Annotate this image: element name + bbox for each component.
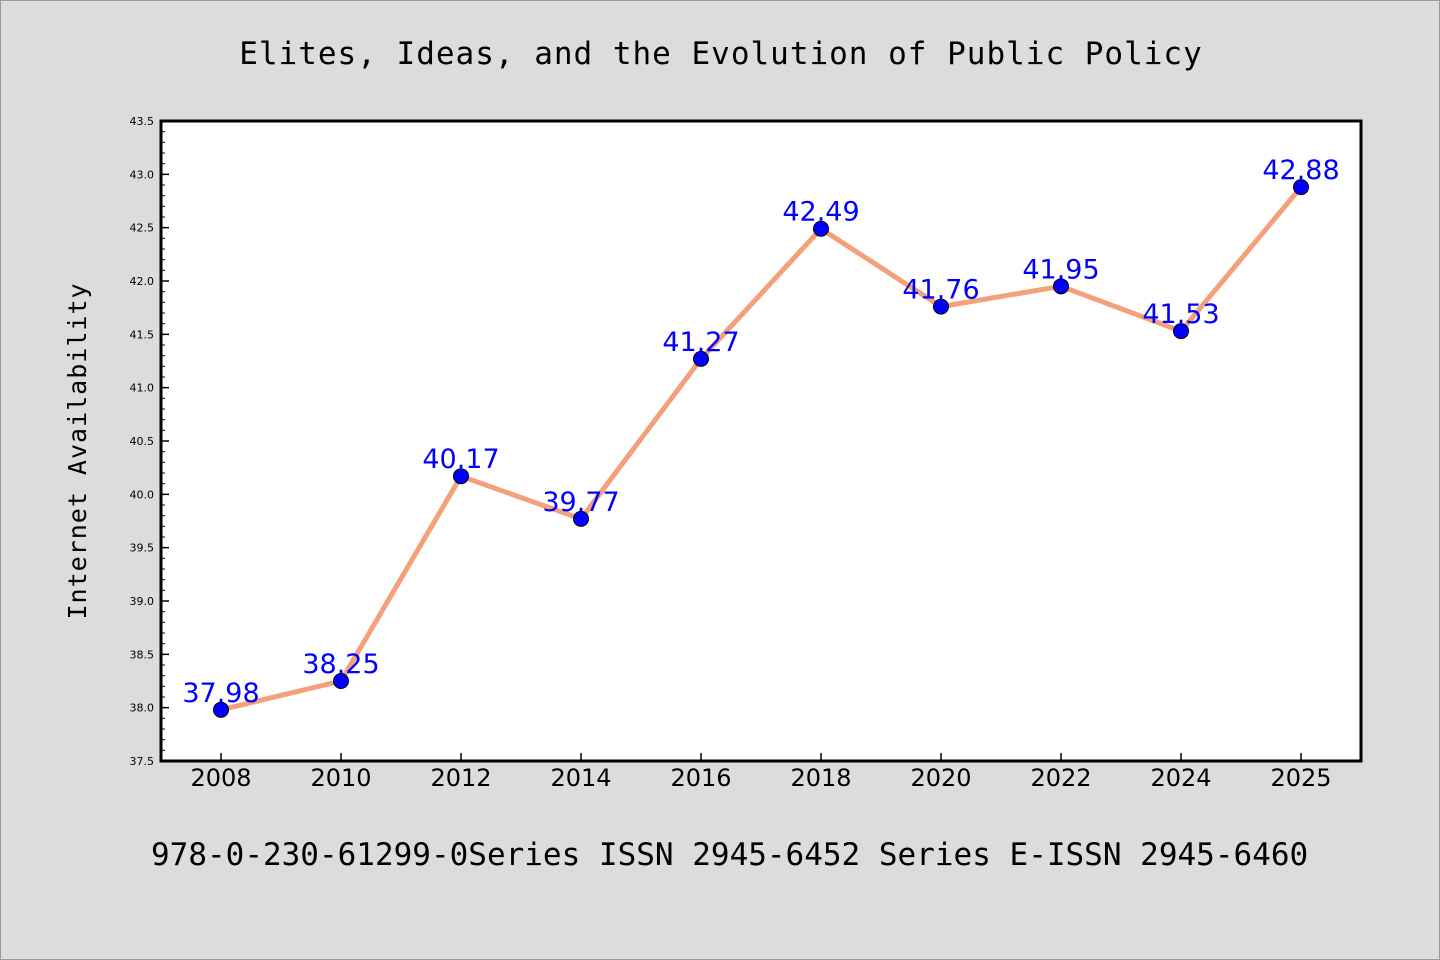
chart-title: Elites, Ideas, and the Evolution of Publ… bbox=[239, 36, 1203, 72]
data-point bbox=[933, 298, 949, 315]
x-tick-label: 2012 bbox=[430, 764, 491, 792]
data-point bbox=[213, 701, 229, 718]
x-tick-label: 2020 bbox=[910, 764, 971, 792]
data-point bbox=[693, 350, 709, 367]
data-point bbox=[1173, 323, 1189, 340]
y-tick-label: 37.5 bbox=[130, 755, 155, 768]
data-label: 42.49 bbox=[782, 197, 859, 228]
y-tick-label: 38.5 bbox=[130, 648, 155, 661]
data-point bbox=[453, 468, 469, 485]
data-point bbox=[813, 220, 829, 237]
x-tick-label: 2016 bbox=[670, 764, 731, 792]
x-tick-label: 2010 bbox=[310, 764, 371, 792]
data-point bbox=[573, 510, 589, 527]
y-axis: 37.5 38.0 38.5 39.0 39.5 40.0 40.5 41.0 41.5 42.0… bbox=[130, 115, 169, 768]
y-tick-label: 40.0 bbox=[130, 488, 155, 501]
y-tick-label: 38.0 bbox=[130, 702, 155, 715]
plot-area bbox=[159, 119, 1363, 763]
y-tick-label: 39.5 bbox=[130, 542, 155, 555]
series-layer bbox=[213, 179, 1309, 718]
x-tick-label: 2008 bbox=[190, 764, 251, 792]
data-label: 37.98 bbox=[182, 678, 259, 709]
x-tick-label: 2025 bbox=[1270, 764, 1331, 792]
data-label: 39.77 bbox=[542, 487, 619, 518]
data-label: 41.76 bbox=[902, 275, 979, 306]
y-tick-label: 39.0 bbox=[130, 595, 155, 608]
data-label: 41.95 bbox=[1022, 254, 1099, 285]
data-label: 41.53 bbox=[1142, 299, 1219, 330]
data-label: 38.25 bbox=[302, 649, 379, 680]
data-label: 41.27 bbox=[662, 327, 739, 358]
data-label: 40.17 bbox=[422, 444, 499, 475]
x-tick-label: 2022 bbox=[1030, 764, 1091, 792]
data-label-layer: 37.98 38.25 40.17 39.77 41.27 42.49 41.76 41.95… bbox=[182, 155, 1339, 709]
data-point bbox=[333, 673, 349, 689]
y-axis-label: Internet Availability bbox=[63, 282, 92, 619]
y-tick-label: 43.5 bbox=[130, 115, 155, 128]
data-point bbox=[1053, 278, 1069, 295]
x-tick-label: 2018 bbox=[790, 764, 851, 792]
x-tick-label: 2014 bbox=[550, 764, 611, 792]
y-tick-label: 40.5 bbox=[130, 435, 155, 448]
series-line bbox=[218, 184, 1304, 713]
y-tick-label: 42.0 bbox=[130, 275, 155, 288]
footer-isbn-text: 978-0-230-61299-0Series ISSN 2945-6452 S… bbox=[151, 837, 1308, 873]
x-tick-label: 2024 bbox=[1150, 764, 1211, 792]
y-tick-label: 43.0 bbox=[130, 168, 155, 181]
x-axis: 2008 2010 2012 2014 2016 2018 2020 2022 2024 2025 bbox=[190, 753, 1332, 792]
y-tick-label: 41.0 bbox=[130, 382, 155, 395]
data-label: 42.88 bbox=[1262, 155, 1339, 186]
y-tick-label: 41.5 bbox=[130, 328, 155, 341]
data-point bbox=[1293, 179, 1309, 196]
y-tick-label: 42.5 bbox=[130, 222, 155, 235]
